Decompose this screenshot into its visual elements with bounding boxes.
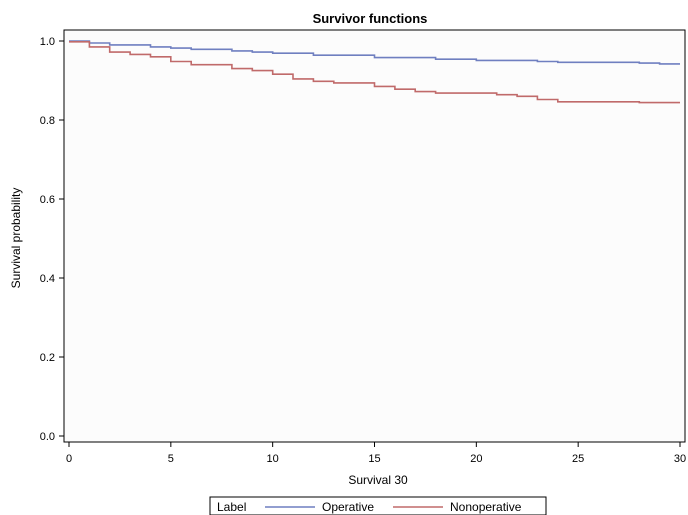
y-axis: 0.0 0.2 0.4 0.6 0.8 1.0 xyxy=(40,36,64,443)
series-lines xyxy=(69,40,680,104)
y-tick-label: 0.2 xyxy=(40,352,55,364)
y-tick-label: 1.0 xyxy=(40,36,55,48)
legend-title: Label xyxy=(217,500,246,514)
y-tick-label: 0.6 xyxy=(40,194,55,206)
series-line-operative xyxy=(69,40,680,65)
x-tick-label: 30 xyxy=(674,453,686,465)
x-axis-label: Survival 30 xyxy=(348,473,408,487)
chart-title: Survivor functions xyxy=(313,11,428,26)
x-tick-label: 0 xyxy=(66,453,72,465)
x-tick-label: 25 xyxy=(572,453,584,465)
legend: Label Operative Nonoperative xyxy=(209,496,547,515)
y-tick-label: 0.0 xyxy=(40,431,55,443)
series-line-nonoperative xyxy=(69,41,680,104)
y-tick-label: 0.8 xyxy=(40,115,55,127)
plot-area xyxy=(63,29,686,443)
x-tick-label: 5 xyxy=(168,453,174,465)
legend-label-operative: Operative xyxy=(322,500,374,514)
x-axis: 0 5 10 15 20 25 30 xyxy=(66,442,686,465)
y-tick-label: 0.4 xyxy=(40,273,55,285)
y-axis-label: Survival probability xyxy=(9,188,23,289)
legend-box xyxy=(209,496,547,515)
x-tick-label: 20 xyxy=(470,453,482,465)
legend-label-nonoperative: Nonoperative xyxy=(450,500,522,514)
x-tick-label: 15 xyxy=(368,453,380,465)
x-tick-label: 10 xyxy=(267,453,279,465)
